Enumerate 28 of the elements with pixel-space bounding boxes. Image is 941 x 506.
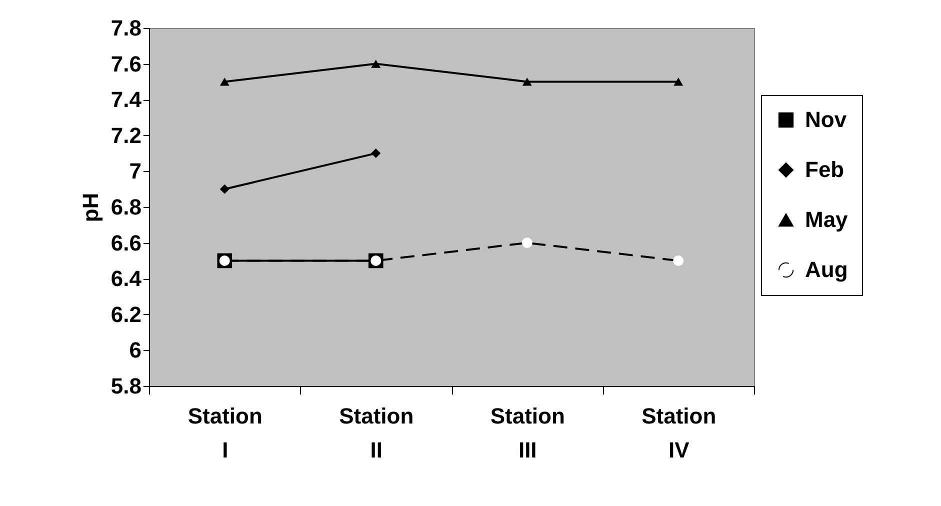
point — [371, 60, 381, 68]
y-tick-label: 7.6 — [110, 51, 142, 76]
point — [522, 78, 532, 86]
point — [220, 78, 230, 86]
y-tick-label: 6 — [129, 338, 142, 363]
point — [674, 78, 684, 86]
y-tick-label: 7.2 — [110, 122, 142, 148]
point — [673, 255, 684, 266]
x-tick-label: Station IV — [642, 404, 716, 462]
x-tick-label: Station III — [490, 404, 565, 462]
legend-label: Aug — [805, 257, 848, 282]
legend-label: Feb — [805, 157, 844, 182]
y-tick-label: 6.8 — [110, 194, 142, 220]
y-tick-label: 5.8 — [110, 374, 142, 398]
y-tick-label: 7.4 — [110, 87, 142, 112]
x-tick-label: Station I — [188, 404, 262, 462]
y-tick-label: 7 — [129, 158, 142, 184]
point — [220, 184, 230, 194]
y-tick-label: 6.2 — [110, 302, 142, 327]
legend-label: Nov — [805, 107, 848, 132]
y-tick-label: 6.4 — [110, 266, 142, 292]
x-tick-label: Station II — [339, 404, 414, 462]
point — [522, 238, 532, 248]
point — [371, 148, 381, 158]
y-tick-label: 6.6 — [110, 230, 142, 256]
legend-label: May — [805, 207, 849, 232]
y-tick-label: 7.8 — [110, 16, 142, 40]
y-axis-title: pH — [78, 192, 103, 222]
